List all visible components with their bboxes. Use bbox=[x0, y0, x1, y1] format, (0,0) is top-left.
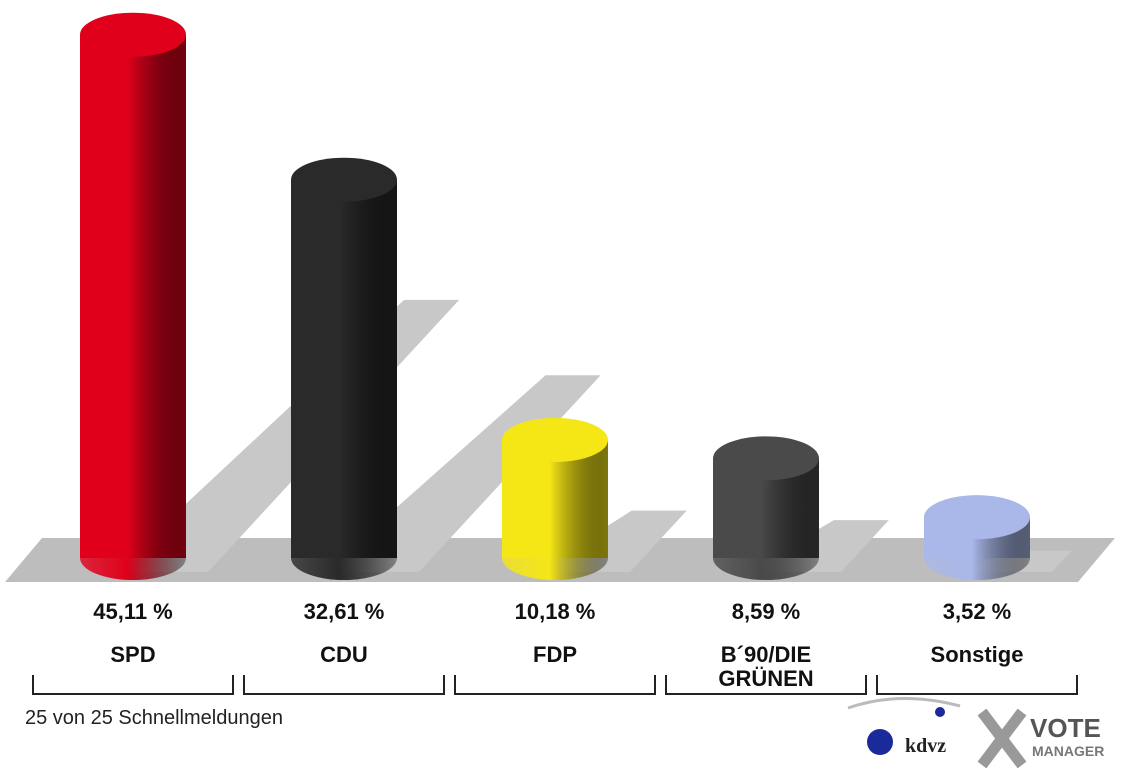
value-label: 45,11 % bbox=[93, 599, 173, 624]
bar-shade bbox=[291, 179, 397, 558]
logo-dot bbox=[935, 707, 945, 717]
cylinder-top bbox=[502, 417, 608, 462]
category-label: CDU bbox=[320, 642, 368, 667]
bracket bbox=[243, 675, 445, 695]
category-label: FDP bbox=[533, 642, 577, 667]
cylinder bbox=[502, 417, 608, 580]
value-label: 32,61 % bbox=[303, 599, 385, 624]
footnote: 25 von 25 Schnellmeldungen bbox=[25, 707, 283, 729]
logo-kdvz: kdvz bbox=[905, 735, 946, 757]
logo-swoosh bbox=[847, 696, 961, 710]
bracket bbox=[454, 675, 656, 695]
cylinder bbox=[80, 12, 186, 580]
logo: kdvz VOTE MANAGER bbox=[847, 696, 1104, 769]
cylinder-top bbox=[80, 12, 186, 57]
logo-vote: VOTE bbox=[1030, 713, 1101, 743]
bar-shade bbox=[80, 34, 186, 558]
category-label: Sonstige bbox=[930, 642, 1024, 667]
cylinder bbox=[924, 495, 1030, 580]
value-label: 3,52 % bbox=[942, 599, 1012, 624]
value-label: 10,18 % bbox=[514, 599, 596, 624]
cylinder bbox=[713, 436, 819, 580]
logo-x bbox=[977, 708, 1027, 769]
bracket bbox=[32, 675, 234, 695]
bracket bbox=[665, 675, 867, 695]
value-label: 8,59 % bbox=[731, 599, 801, 624]
cylinder bbox=[291, 157, 397, 580]
cylinder-top bbox=[291, 157, 397, 202]
bracket bbox=[876, 675, 1078, 695]
logo-ball bbox=[867, 729, 893, 755]
logo-manager: MANAGER bbox=[1032, 743, 1104, 759]
category-label: SPD bbox=[110, 642, 156, 667]
cylinder-top bbox=[924, 495, 1030, 540]
category-label: B´90/DIE GRÜNEN bbox=[718, 642, 814, 691]
cylinder-top bbox=[713, 436, 819, 481]
